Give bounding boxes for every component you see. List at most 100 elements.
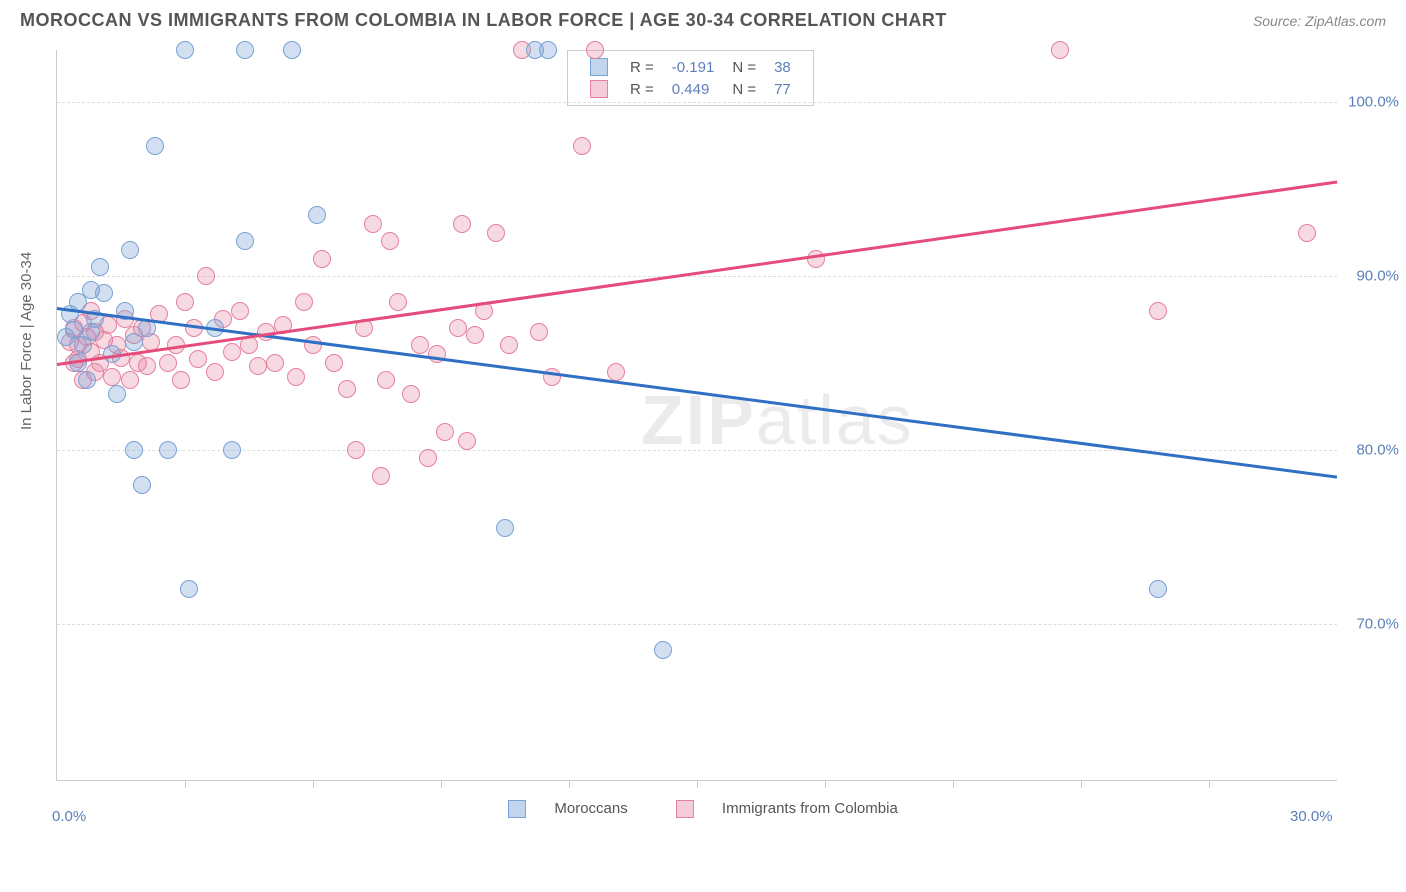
point-colombia — [573, 137, 591, 155]
legend-item: Immigrants from Colombia — [664, 800, 910, 817]
point-colombia — [411, 336, 429, 354]
point-moroccans — [159, 441, 177, 459]
x-tick — [569, 780, 570, 788]
point-colombia — [487, 224, 505, 242]
gridline — [57, 276, 1337, 277]
point-moroccans — [146, 137, 164, 155]
point-colombia — [381, 232, 399, 250]
legend-item: Moroccans — [496, 800, 640, 817]
point-colombia — [231, 302, 249, 320]
point-moroccans — [125, 333, 143, 351]
x-tick — [185, 780, 186, 788]
point-colombia — [436, 423, 454, 441]
point-moroccans — [121, 241, 139, 259]
chart-source: Source: ZipAtlas.com — [1253, 13, 1386, 29]
point-colombia — [453, 215, 471, 233]
point-colombia — [295, 293, 313, 311]
point-moroccans — [654, 641, 672, 659]
point-colombia — [249, 357, 267, 375]
point-colombia — [313, 250, 331, 268]
y-tick-label: 80.0% — [1356, 441, 1399, 458]
point-colombia — [500, 336, 518, 354]
point-moroccans — [539, 41, 557, 59]
legend-swatch — [676, 800, 694, 818]
point-colombia — [458, 432, 476, 450]
point-colombia — [176, 293, 194, 311]
point-colombia — [172, 371, 190, 389]
point-colombia — [240, 336, 258, 354]
y-tick-label: 100.0% — [1348, 94, 1399, 111]
point-colombia — [530, 323, 548, 341]
point-colombia — [223, 343, 241, 361]
x-tick — [953, 780, 954, 788]
point-moroccans — [236, 232, 254, 250]
scatter-chart: R =-0.191N =38R =0.449N =77 ZIPatlas 70.… — [56, 50, 1337, 781]
point-moroccans — [308, 206, 326, 224]
x-tick — [697, 780, 698, 788]
legend-n-value: 38 — [766, 57, 799, 77]
point-colombia — [586, 41, 604, 59]
point-moroccans — [180, 580, 198, 598]
point-colombia — [325, 354, 343, 372]
point-colombia — [807, 250, 825, 268]
chart-title: MOROCCAN VS IMMIGRANTS FROM COLOMBIA IN … — [20, 10, 947, 31]
legend-n-value: 77 — [766, 79, 799, 99]
regression-line — [57, 307, 1337, 478]
point-colombia — [197, 267, 215, 285]
point-colombia — [1051, 41, 1069, 59]
point-colombia — [402, 385, 420, 403]
x-tick — [1081, 780, 1082, 788]
legend-n-label: N = — [724, 79, 764, 99]
legend-swatch — [590, 80, 608, 98]
point-moroccans — [1149, 580, 1167, 598]
point-colombia — [466, 326, 484, 344]
gridline — [57, 624, 1337, 625]
gridline — [57, 102, 1337, 103]
legend-r-label: R = — [622, 57, 662, 77]
y-tick-label: 70.0% — [1356, 615, 1399, 632]
point-colombia — [287, 368, 305, 386]
x-tick-label: 30.0% — [1290, 808, 1333, 825]
point-moroccans — [283, 41, 301, 59]
point-moroccans — [133, 476, 151, 494]
x-tick-label: 0.0% — [52, 808, 86, 825]
legend-bottom: Moroccans Immigrants from Colombia — [0, 800, 1406, 818]
y-tick-label: 90.0% — [1356, 267, 1399, 284]
point-colombia — [159, 354, 177, 372]
point-colombia — [1298, 224, 1316, 242]
x-tick — [441, 780, 442, 788]
legend-r-value: 0.449 — [664, 79, 723, 99]
legend-stat-row: R =-0.191N =38 — [582, 57, 799, 77]
y-axis-title: In Labor Force | Age 30-34 — [18, 252, 35, 430]
point-moroccans — [78, 371, 96, 389]
point-colombia — [364, 215, 382, 233]
point-colombia — [347, 441, 365, 459]
point-moroccans — [496, 519, 514, 537]
point-colombia — [607, 363, 625, 381]
legend-stats-box: R =-0.191N =38R =0.449N =77 — [567, 50, 814, 106]
x-tick — [825, 780, 826, 788]
point-colombia — [338, 380, 356, 398]
legend-stat-row: R =0.449N =77 — [582, 79, 799, 99]
point-colombia — [103, 368, 121, 386]
x-tick — [1209, 780, 1210, 788]
point-colombia — [372, 467, 390, 485]
point-moroccans — [125, 441, 143, 459]
x-tick — [313, 780, 314, 788]
point-colombia — [138, 357, 156, 375]
point-moroccans — [223, 441, 241, 459]
point-colombia — [121, 371, 139, 389]
point-colombia — [1149, 302, 1167, 320]
legend-label: Immigrants from Colombia — [722, 800, 898, 817]
point-colombia — [419, 449, 437, 467]
point-moroccans — [236, 41, 254, 59]
point-moroccans — [95, 284, 113, 302]
regression-line — [57, 180, 1337, 365]
point-colombia — [206, 363, 224, 381]
point-colombia — [266, 354, 284, 372]
legend-swatch — [508, 800, 526, 818]
point-moroccans — [176, 41, 194, 59]
legend-r-value: -0.191 — [664, 57, 723, 77]
point-colombia — [449, 319, 467, 337]
legend-n-label: N = — [724, 57, 764, 77]
